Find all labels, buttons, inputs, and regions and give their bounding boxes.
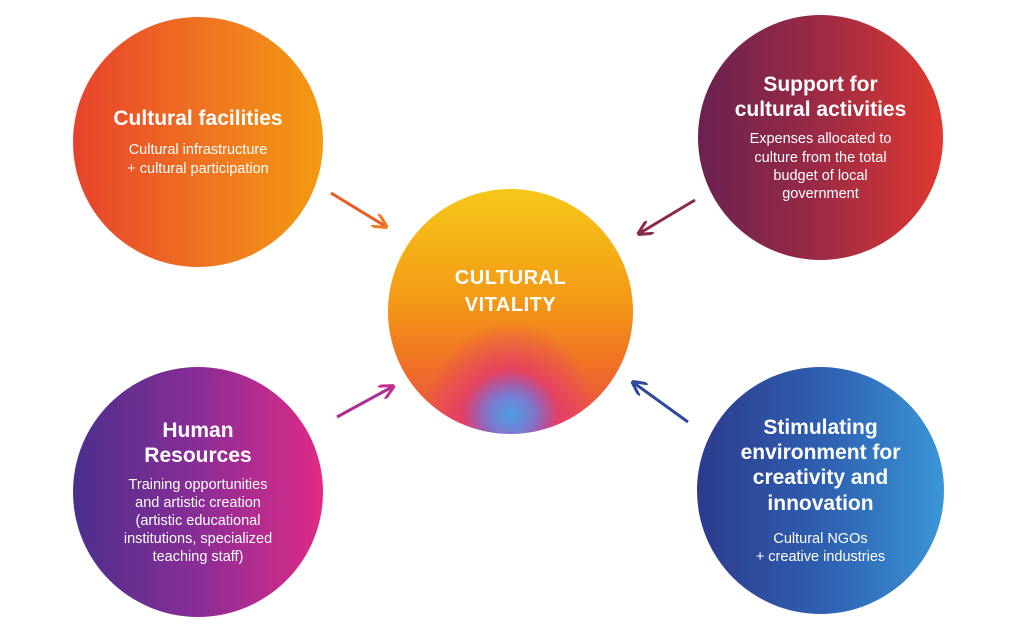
arrow-stimulating-to-vitality	[634, 383, 689, 424]
arrow-facilities-to-vitality	[330, 191, 385, 226]
node-support-cultural-activities: Support for cultural activities Expenses…	[698, 15, 943, 260]
arrow-human-to-vitality	[336, 387, 392, 419]
node-desc-line: + cultural participation	[127, 160, 269, 177]
node-desc-line: + creative industries	[755, 548, 886, 565]
node-title-line: Human	[162, 418, 234, 442]
node-desc-line: Training opportunities	[128, 476, 268, 493]
node-description: Expenses allocated to culture from the t…	[750, 130, 892, 203]
node-title: Human Resources	[144, 418, 251, 468]
node-desc-line: Cultural infrastructure	[128, 142, 268, 159]
node-desc-line: Cultural NGOs	[773, 530, 868, 547]
node-stimulating-environment: Stimulating environment for creativity a…	[697, 367, 944, 614]
node-description: Cultural NGOs + creative industries	[756, 530, 885, 566]
node-title: Stimulating environment for creativity a…	[741, 415, 901, 516]
node-title: Cultural facilities	[113, 106, 282, 131]
node-title-line: Stimulating	[763, 416, 878, 439]
node-title-line: creativity and	[752, 466, 889, 490]
node-title: Support for cultural activities	[735, 72, 907, 122]
node-title-line: Support for	[763, 73, 878, 97]
node-description: Cultural infrastructure + cultural parti…	[127, 141, 268, 177]
node-title-line: Resources	[144, 443, 252, 467]
node-title-line: innovation	[767, 491, 874, 515]
node-cultural-vitality: CULTURAL VITALITY	[388, 189, 633, 434]
node-desc-line: (artistic educational	[135, 513, 261, 530]
node-human-resources: Human Resources Training opportunities a…	[73, 367, 323, 617]
node-desc-line: teaching staff)	[152, 549, 244, 566]
node-desc-line: government	[782, 185, 859, 202]
node-desc-line: institutions, specialized	[123, 531, 273, 548]
node-desc-line: culture from the total	[754, 149, 887, 166]
node-cultural-facilities: Cultural facilities Cultural infrastruct…	[73, 17, 323, 267]
node-desc-line: budget of local	[773, 167, 868, 184]
node-title-line: environment for	[740, 441, 901, 465]
arrow-support-to-vitality	[640, 198, 696, 233]
node-desc-line: Expenses allocated to	[749, 131, 892, 148]
node-description: Training opportunities and artistic crea…	[124, 476, 272, 567]
node-title-line: Cultural facilities	[113, 107, 283, 131]
center-title-line: CULTURAL	[454, 266, 567, 289]
center-title: CULTURAL VITALITY	[455, 265, 566, 319]
node-desc-line: and artistic creation	[135, 495, 261, 511]
node-title-line: cultural activities	[734, 98, 907, 122]
center-title-line: VITALITY	[464, 293, 557, 316]
